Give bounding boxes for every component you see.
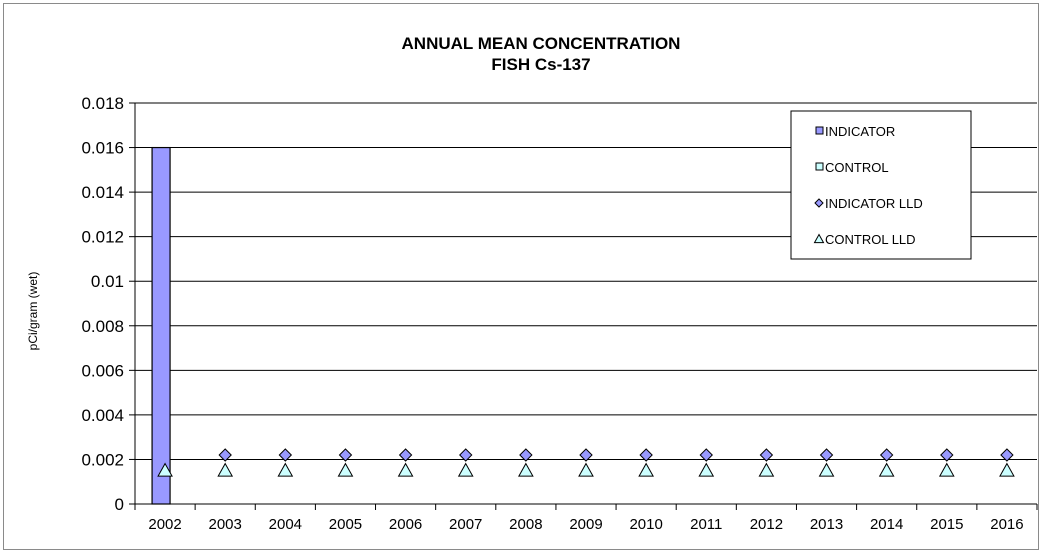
- legend-swatch: [815, 162, 824, 171]
- y-tick-label: 0.004: [81, 406, 124, 425]
- markers: [157, 448, 1015, 477]
- y-tick-label: 0: [115, 495, 124, 514]
- y-tick-label: 0.012: [81, 228, 124, 247]
- x-tick-label: 2003: [209, 516, 242, 533]
- diamond-marker: [699, 448, 713, 462]
- chart: ANNUAL MEAN CONCENTRATION FISH Cs-137 pC…: [26, 34, 1038, 533]
- axes: [134, 103, 1037, 505]
- y-axis-label: pCi/gram (wet): [26, 272, 40, 351]
- x-tick-label: 2007: [449, 516, 482, 533]
- diamond-marker: [759, 448, 774, 462]
- y-tick-label: 0.014: [81, 183, 124, 202]
- x-tick-label: 2002: [148, 516, 181, 533]
- legend-box: [790, 110, 972, 260]
- x-tick-label: 2015: [930, 516, 963, 533]
- legend-label: INDICATOR: [825, 124, 895, 139]
- diamond-marker: [819, 448, 834, 462]
- y-tick-label: 0.002: [81, 450, 124, 469]
- diamond-marker: [940, 448, 954, 462]
- legend-swatch: [813, 233, 825, 244]
- diamond-marker: [579, 448, 593, 462]
- x-tick-label: 2008: [509, 516, 542, 533]
- bars: [151, 146, 171, 505]
- x-tick-label: 2012: [750, 516, 783, 533]
- diamond-marker: [398, 448, 413, 462]
- diamond-marker: [218, 448, 232, 462]
- gridlines: [135, 102, 1037, 460]
- y-tick-label: 0.008: [81, 317, 124, 336]
- chart-title: ANNUAL MEAN CONCENTRATION: [402, 34, 681, 53]
- x-tick-label: 2013: [810, 516, 843, 533]
- x-tick-label: 2009: [569, 516, 602, 533]
- x-tick-label: 2016: [990, 516, 1023, 533]
- chart-frame: ANNUAL MEAN CONCENTRATION FISH Cs-137 pC…: [3, 3, 1039, 550]
- diamond-marker: [639, 448, 653, 462]
- bar-indicator: [151, 146, 171, 505]
- diamond-marker: [459, 448, 473, 462]
- x-tick-label: 2011: [690, 516, 722, 533]
- triangle-marker: [397, 462, 414, 477]
- triangle-marker: [277, 462, 294, 477]
- legend-label: CONTROL: [825, 160, 889, 175]
- x-tick-label: 2004: [269, 516, 302, 533]
- triangle-marker: [518, 462, 534, 477]
- y-tick-label: 0.016: [81, 139, 124, 158]
- chart-subtitle: FISH Cs-137: [491, 55, 590, 74]
- diamond-marker: [278, 448, 293, 462]
- triangle-marker: [938, 462, 955, 477]
- triangle-marker: [638, 462, 654, 477]
- legend: INDICATOR CONTROL INDICATOR LLD CONTROL LLD: [790, 110, 972, 260]
- triangle-marker: [878, 462, 895, 477]
- diamond-marker: [1000, 448, 1014, 462]
- diamond-marker: [879, 448, 894, 462]
- x-tick-label: 2005: [329, 516, 362, 533]
- y-tick-label: 0.01: [91, 272, 124, 291]
- triangle-marker: [217, 462, 234, 477]
- x-axis-ticks: 2002 2003 2004 2005 2006 2007 2008 2009 2010 2011…: [134, 504, 1038, 533]
- x-tick-label: 2006: [389, 516, 422, 533]
- diamond-marker: [338, 448, 353, 462]
- legend-label: CONTROL LLD: [825, 232, 916, 247]
- triangle-marker: [698, 462, 715, 477]
- triangle-marker: [999, 462, 1015, 477]
- legend-swatch: [815, 126, 824, 135]
- triangle-marker: [758, 462, 775, 477]
- y-axis-ticks: 0 0.002 0.004 0.006 0.008 0.01 0.012 0.014 0.016…: [81, 94, 135, 514]
- triangle-marker: [818, 462, 835, 477]
- y-tick-label: 0.006: [81, 361, 124, 380]
- legend-swatch: [814, 198, 824, 208]
- legend-label: INDICATOR LLD: [825, 196, 923, 211]
- triangle-marker: [457, 462, 474, 477]
- triangle-marker: [337, 462, 354, 477]
- x-tick-label: 2010: [629, 516, 662, 533]
- triangle-marker: [578, 462, 594, 477]
- y-tick-label: 0.018: [81, 94, 124, 113]
- triangle-marker: [157, 462, 173, 477]
- diamond-marker: [519, 448, 533, 462]
- x-tick-label: 2014: [870, 516, 903, 533]
